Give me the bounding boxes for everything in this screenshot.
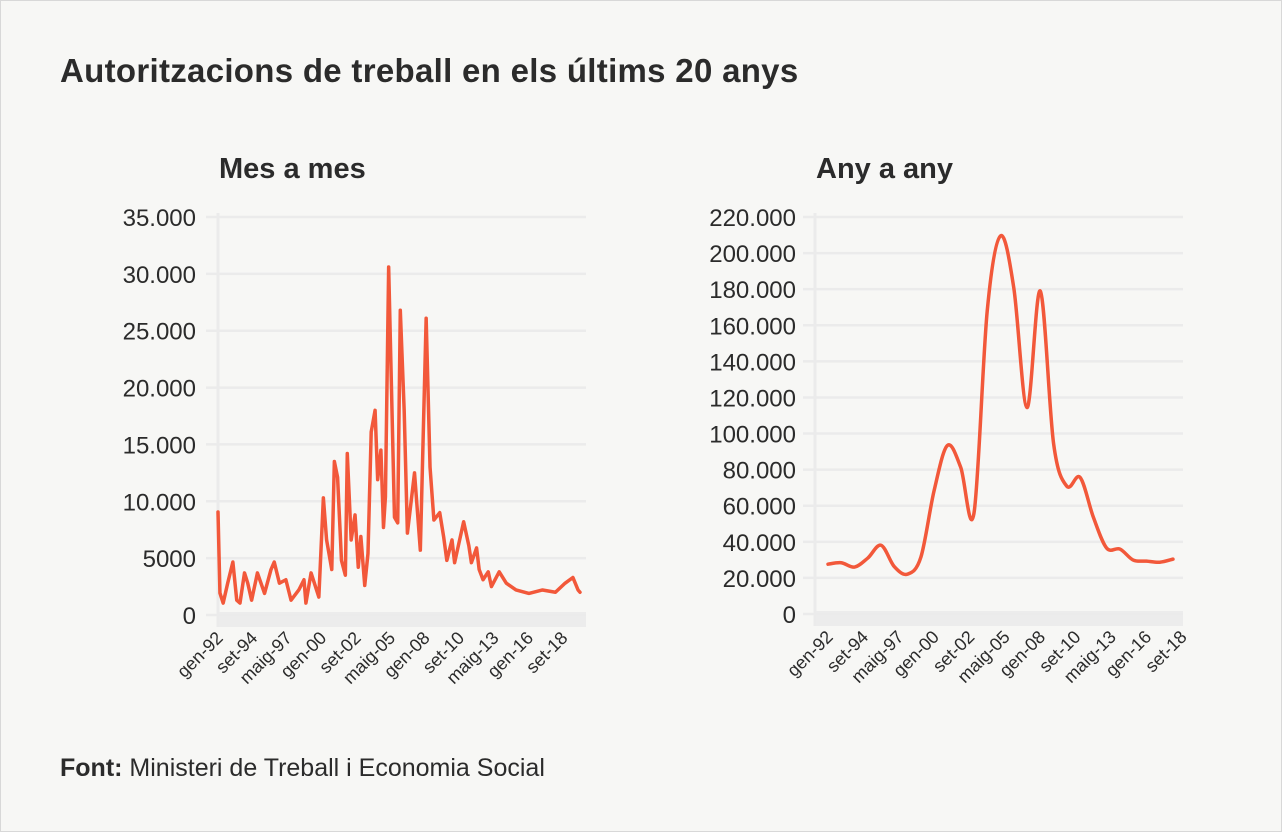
yearly-y-tick-label: 60.000: [723, 494, 796, 521]
monthly-y-tick-label: 0: [183, 603, 196, 630]
source-label: Font:: [60, 754, 123, 782]
yearly-y-tick-label: 180.000: [709, 277, 796, 304]
monthly-y-tick-label: 5000: [143, 546, 196, 573]
yearly-chart: 0 20.000 40.000 60.000 80.000 100.000 120.000 1…: [709, 205, 1190, 687]
monthly-chart-title: Mes a mes: [219, 153, 366, 185]
yearly-x-tick-label: set-18: [1141, 627, 1191, 677]
yearly-y-tick-label: 120.000: [709, 385, 796, 412]
yearly-y-tick-label: 80.000: [723, 458, 796, 485]
monthly-y-tick-label: 20.000: [123, 376, 196, 403]
yearly-y-tick-label: 140.000: [709, 349, 796, 376]
yearly-chart-title: Any a any: [816, 153, 953, 185]
yearly-y-tick-label: 0: [783, 602, 796, 629]
source-note: Font: Ministeri de Treball i Economia So…: [60, 754, 545, 783]
yearly-y-tick-label: 100.000: [709, 422, 796, 449]
yearly-x-tick-label: gen-92: [783, 627, 837, 681]
yearly-y-tick-label: 40.000: [723, 530, 796, 557]
monthly-y-tick-label: 30.000: [123, 262, 196, 289]
monthly-chart: 0 5000 10.000 15.000 20.000 25.000 30.000 35.00…: [123, 205, 586, 688]
chart-title: Autoritzacions de treball en els últims …: [60, 52, 799, 89]
monthly-y-tick-label: 25.000: [123, 319, 196, 346]
monthly-y-tick-label: 15.000: [123, 432, 196, 459]
monthly-y-tick-label: 35.000: [123, 205, 196, 232]
monthly-y-tick-label: 10.000: [123, 489, 196, 516]
yearly-y-tick-label: 160.000: [709, 313, 796, 340]
yearly-y-tick-label: 200.000: [709, 241, 796, 268]
yearly-y-tick-label: 20.000: [723, 566, 796, 593]
yearly-series-line: [826, 234, 1175, 577]
monthly-series-line: [216, 265, 582, 605]
source-text: Ministeri de Treball i Economia Social: [129, 754, 545, 782]
yearly-y-tick-label: 220.000: [709, 205, 796, 232]
monthly-x-tick-label: gen-92: [173, 628, 227, 682]
